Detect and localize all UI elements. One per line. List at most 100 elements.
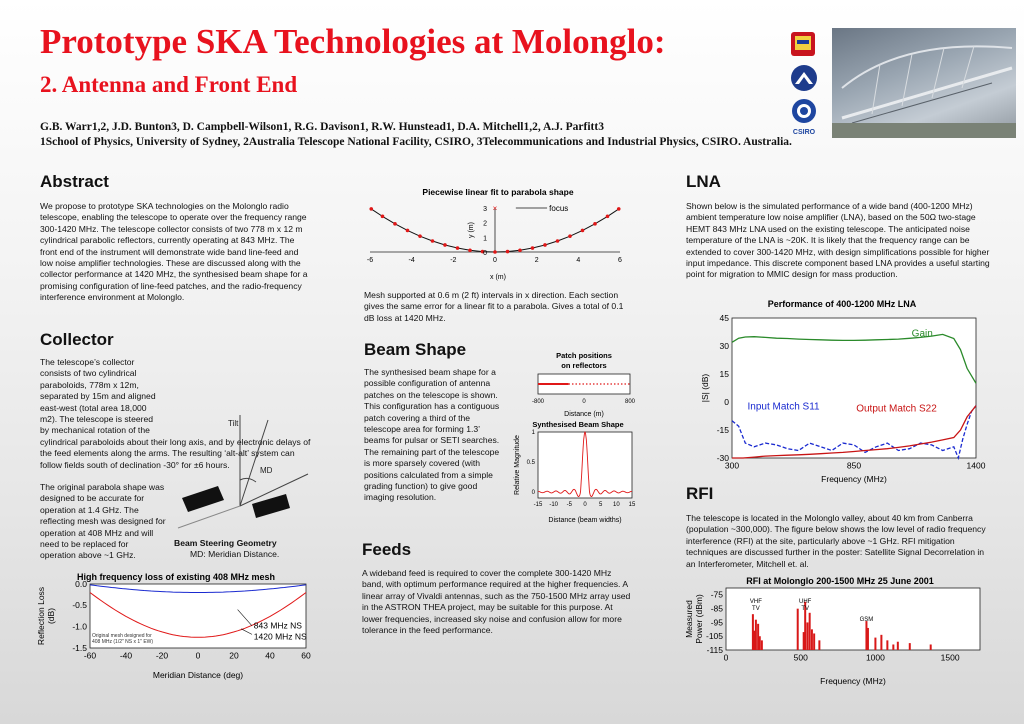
data-point — [580, 228, 585, 233]
x-axis-label: Meridian Distance (deg) — [153, 670, 243, 680]
data-point — [605, 214, 610, 219]
feeds-text: A wideband feed is required to cover the… — [362, 568, 631, 636]
y-tick-label: -1.0 — [72, 622, 87, 632]
y-tick-label: 0.0 — [75, 579, 87, 589]
data-point — [555, 239, 560, 243]
x-tick-label: 4 — [576, 257, 580, 264]
chart-title-line2: on reflectors — [561, 361, 606, 370]
x-tick-label: 10 — [613, 502, 620, 508]
chart-title: Performance of 400-1200 MHz LNA — [768, 299, 917, 309]
beam-chart: Synthesised Beam Shape -15 -10 -5 0 5 10 15 0 0.5… — [514, 420, 636, 524]
y-tick-label: -15 — [717, 425, 730, 435]
poster-title: Prototype SKA Technologies at Molonglo: — [40, 22, 666, 61]
rfi-bar — [808, 612, 811, 650]
csiro-logo-icon: CSIRO — [789, 98, 819, 136]
rfi-bar — [754, 619, 757, 650]
x-tick-label: -10 — [549, 502, 558, 508]
y-tick-label: 0 — [724, 397, 729, 407]
x-tick-label: 60 — [301, 651, 311, 661]
data-point — [543, 243, 547, 247]
collector-heading: Collector — [40, 330, 114, 349]
affiliation-list: 1School of Physics, University of Sydney… — [40, 136, 792, 148]
annotation-label: VHF — [750, 599, 762, 605]
author-list: G.B. Warr1,2, J.D. Bunton3, D. Campbell-… — [40, 121, 604, 133]
data-point — [568, 234, 572, 238]
y-tick-label: 1 — [483, 235, 487, 242]
y-tick-label: 45 — [720, 313, 730, 323]
rfi-chart: RFI at Molonglo 200-1500 MHz 25 June 200… — [684, 576, 981, 686]
telescope-photo — [832, 28, 1016, 138]
data-point — [530, 246, 535, 250]
x-tick-label: 0 — [724, 653, 729, 663]
collector-text-2: The original parabola shape was designed… — [40, 482, 166, 561]
annotation-label: TV — [752, 606, 760, 612]
x-tick-label: 6 — [618, 257, 622, 264]
note-text: Original mesh designed for — [92, 633, 152, 639]
x-axis-label: x (m) — [490, 274, 506, 281]
data-point — [493, 250, 497, 254]
y-axis-label-line2: Power (dBm) — [694, 594, 704, 644]
annotation-label: GSM — [860, 617, 874, 623]
series-line — [732, 405, 977, 459]
chart-title: Piecewise linear fit to parabola shape — [422, 187, 573, 197]
x-tick-label: -60 — [84, 651, 97, 661]
x-axis-label: Distance (m) — [564, 411, 604, 418]
university-crest-icon — [788, 30, 818, 58]
rfi-heading: RFI — [686, 484, 714, 503]
data-point — [405, 228, 410, 233]
lna-text: Shown below is the simulated performance… — [686, 201, 990, 280]
x-tick-label: 5 — [599, 502, 603, 508]
x-tick-label: 0 — [582, 399, 586, 405]
collector-text: The telescope’s collector consists of tw… — [40, 357, 312, 477]
y-axis-label: Reflection Loss — [36, 587, 46, 645]
y-tick-label: -115 — [707, 645, 724, 655]
rfi-bar — [810, 629, 813, 650]
chart-title: RFI at Molonglo 200-1500 MHz 25 June 200… — [746, 576, 934, 586]
rfi-bar — [751, 614, 754, 650]
y-tick-label: -1.5 — [72, 643, 87, 653]
annotation-label: UHF — [799, 599, 812, 605]
y-tick-label: 30 — [720, 341, 730, 351]
y-axis-label: |S| (dB) — [700, 374, 710, 403]
rfi-text: The telescope is located in the Molonglo… — [686, 513, 986, 569]
x-tick-label: 800 — [625, 399, 636, 405]
x-tick-label: 500 — [794, 653, 808, 663]
series-line — [89, 592, 307, 638]
rfi-bar — [865, 621, 868, 650]
y-tick-label: -30 — [717, 453, 730, 463]
y-axis-label: y (m) — [468, 222, 475, 238]
beam-steering-subcaption: MD: Meridian Distance. — [190, 549, 280, 559]
series-label: Output Match S22 — [856, 403, 937, 414]
plot-area — [537, 431, 633, 499]
rfi-bar — [886, 640, 889, 650]
rfi-bar — [818, 640, 821, 650]
y-axis-label: Measured — [684, 600, 694, 638]
y-tick-label: -85 — [711, 604, 724, 614]
data-point — [380, 214, 385, 219]
x-tick-label: 40 — [265, 651, 275, 661]
series-line — [89, 584, 307, 593]
abstract-text: We propose to prototype SKA technologies… — [40, 201, 308, 303]
x-axis-label: Distance (beam widths) — [548, 517, 621, 524]
legend-label: focus — [549, 204, 568, 213]
data-point — [443, 243, 447, 247]
y-tick-label: 0 — [532, 490, 536, 496]
data-point — [518, 248, 522, 253]
y-tick-label: -105 — [706, 631, 723, 641]
parabola-chart: Piecewise linear fit to parabola shape × f… — [367, 187, 622, 281]
series-label: 843 MHz NS — [254, 621, 303, 631]
rfi-bar — [908, 643, 911, 650]
rfi-bar — [896, 641, 899, 650]
beam-text: The synthesised beam shape for a possibl… — [364, 367, 500, 503]
rfi-bar — [806, 622, 809, 650]
x-tick-label: 1500 — [941, 653, 960, 663]
rfi-bar — [757, 623, 760, 650]
plot-area — [731, 317, 977, 459]
y-axis-label-line2: (dB) — [46, 608, 56, 624]
rfi-bar — [760, 640, 763, 650]
note-text-line2: 408 MHz (1/2" NS x 1" EW) — [92, 639, 153, 645]
y-tick-label: 2 — [483, 221, 487, 228]
rfi-bar — [802, 632, 805, 650]
data-point — [393, 222, 397, 226]
